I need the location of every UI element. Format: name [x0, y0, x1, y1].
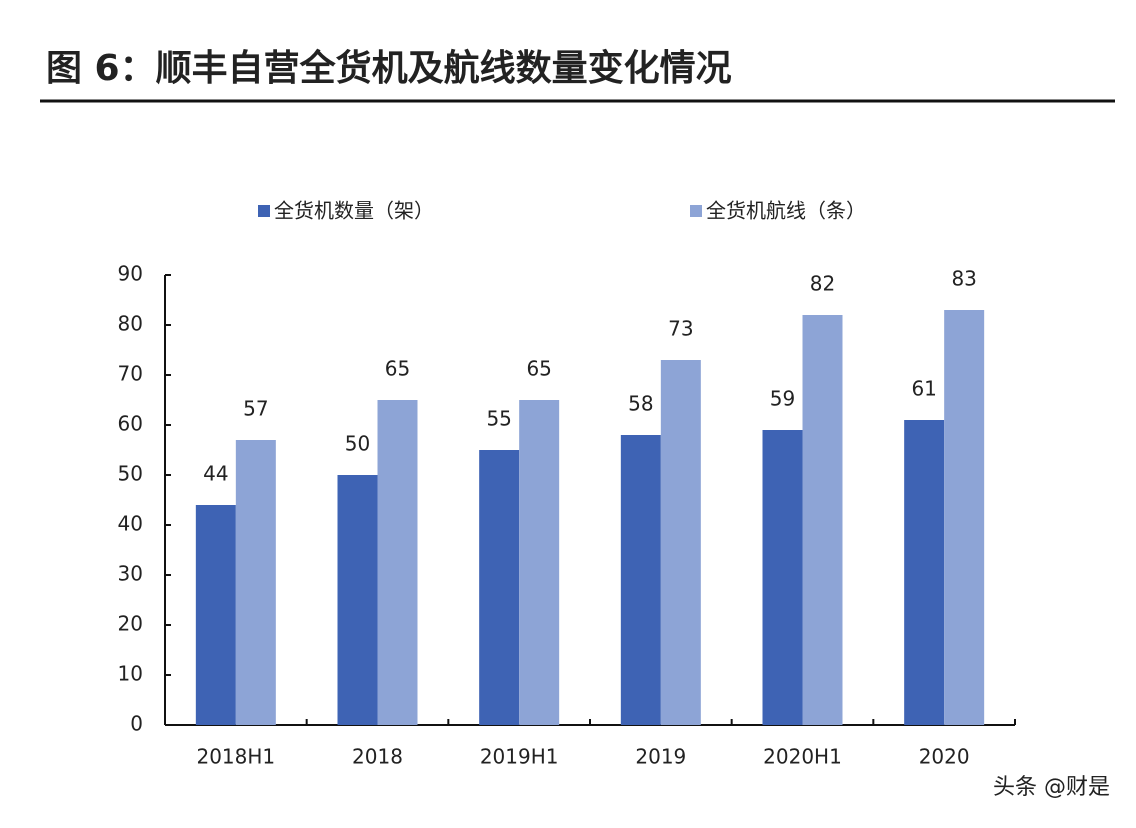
y-tick-label: 30: [118, 562, 143, 586]
bar: [802, 315, 843, 725]
bar: [904, 420, 945, 725]
bar: [235, 440, 276, 725]
x-tick-label: 2020: [919, 745, 970, 769]
x-tick-label: 2019H1: [480, 745, 559, 769]
y-tick-label: 70: [118, 362, 143, 386]
y-tick-label: 10: [118, 662, 143, 686]
chart-title: 图 6：顺丰自营全货机及航线数量变化情况: [46, 47, 732, 89]
x-tick-label: 2020H1: [763, 745, 842, 769]
bar: [620, 435, 661, 725]
x-tick-label: 2018: [352, 745, 403, 769]
value-label: 55: [486, 407, 511, 431]
bar: [337, 475, 378, 725]
value-label: 58: [628, 392, 653, 416]
bar: [944, 310, 985, 725]
x-tick-label: 2019: [635, 745, 686, 769]
value-label: 65: [526, 357, 551, 381]
bar: [479, 450, 520, 725]
bar: [519, 400, 560, 725]
value-label: 61: [911, 377, 936, 401]
value-label: 65: [385, 357, 410, 381]
legend-swatch: [258, 205, 270, 217]
watermark: 头条 @财是: [993, 775, 1110, 800]
bar: [377, 400, 418, 725]
legend-swatch: [690, 205, 702, 217]
value-label: 83: [951, 267, 976, 291]
x-tick-label: 2018H1: [196, 745, 275, 769]
legend-label: 全货机航线（条）: [706, 199, 866, 223]
y-tick-label: 60: [118, 412, 143, 436]
value-label: 57: [243, 397, 268, 421]
y-tick-label: 90: [118, 262, 143, 286]
legend-label: 全货机数量（架）: [274, 199, 434, 223]
value-label: 44: [203, 462, 228, 486]
y-tick-label: 80: [118, 312, 143, 336]
value-label: 59: [770, 387, 795, 411]
value-label: 50: [345, 432, 370, 456]
y-tick-label: 40: [118, 512, 143, 536]
bar: [195, 505, 236, 725]
bar: [762, 430, 803, 725]
y-tick-label: 50: [118, 462, 143, 486]
y-tick-label: 0: [130, 712, 143, 736]
value-label: 82: [810, 272, 835, 296]
bar: [660, 360, 701, 725]
y-tick-label: 20: [118, 612, 143, 636]
value-label: 73: [668, 317, 693, 341]
